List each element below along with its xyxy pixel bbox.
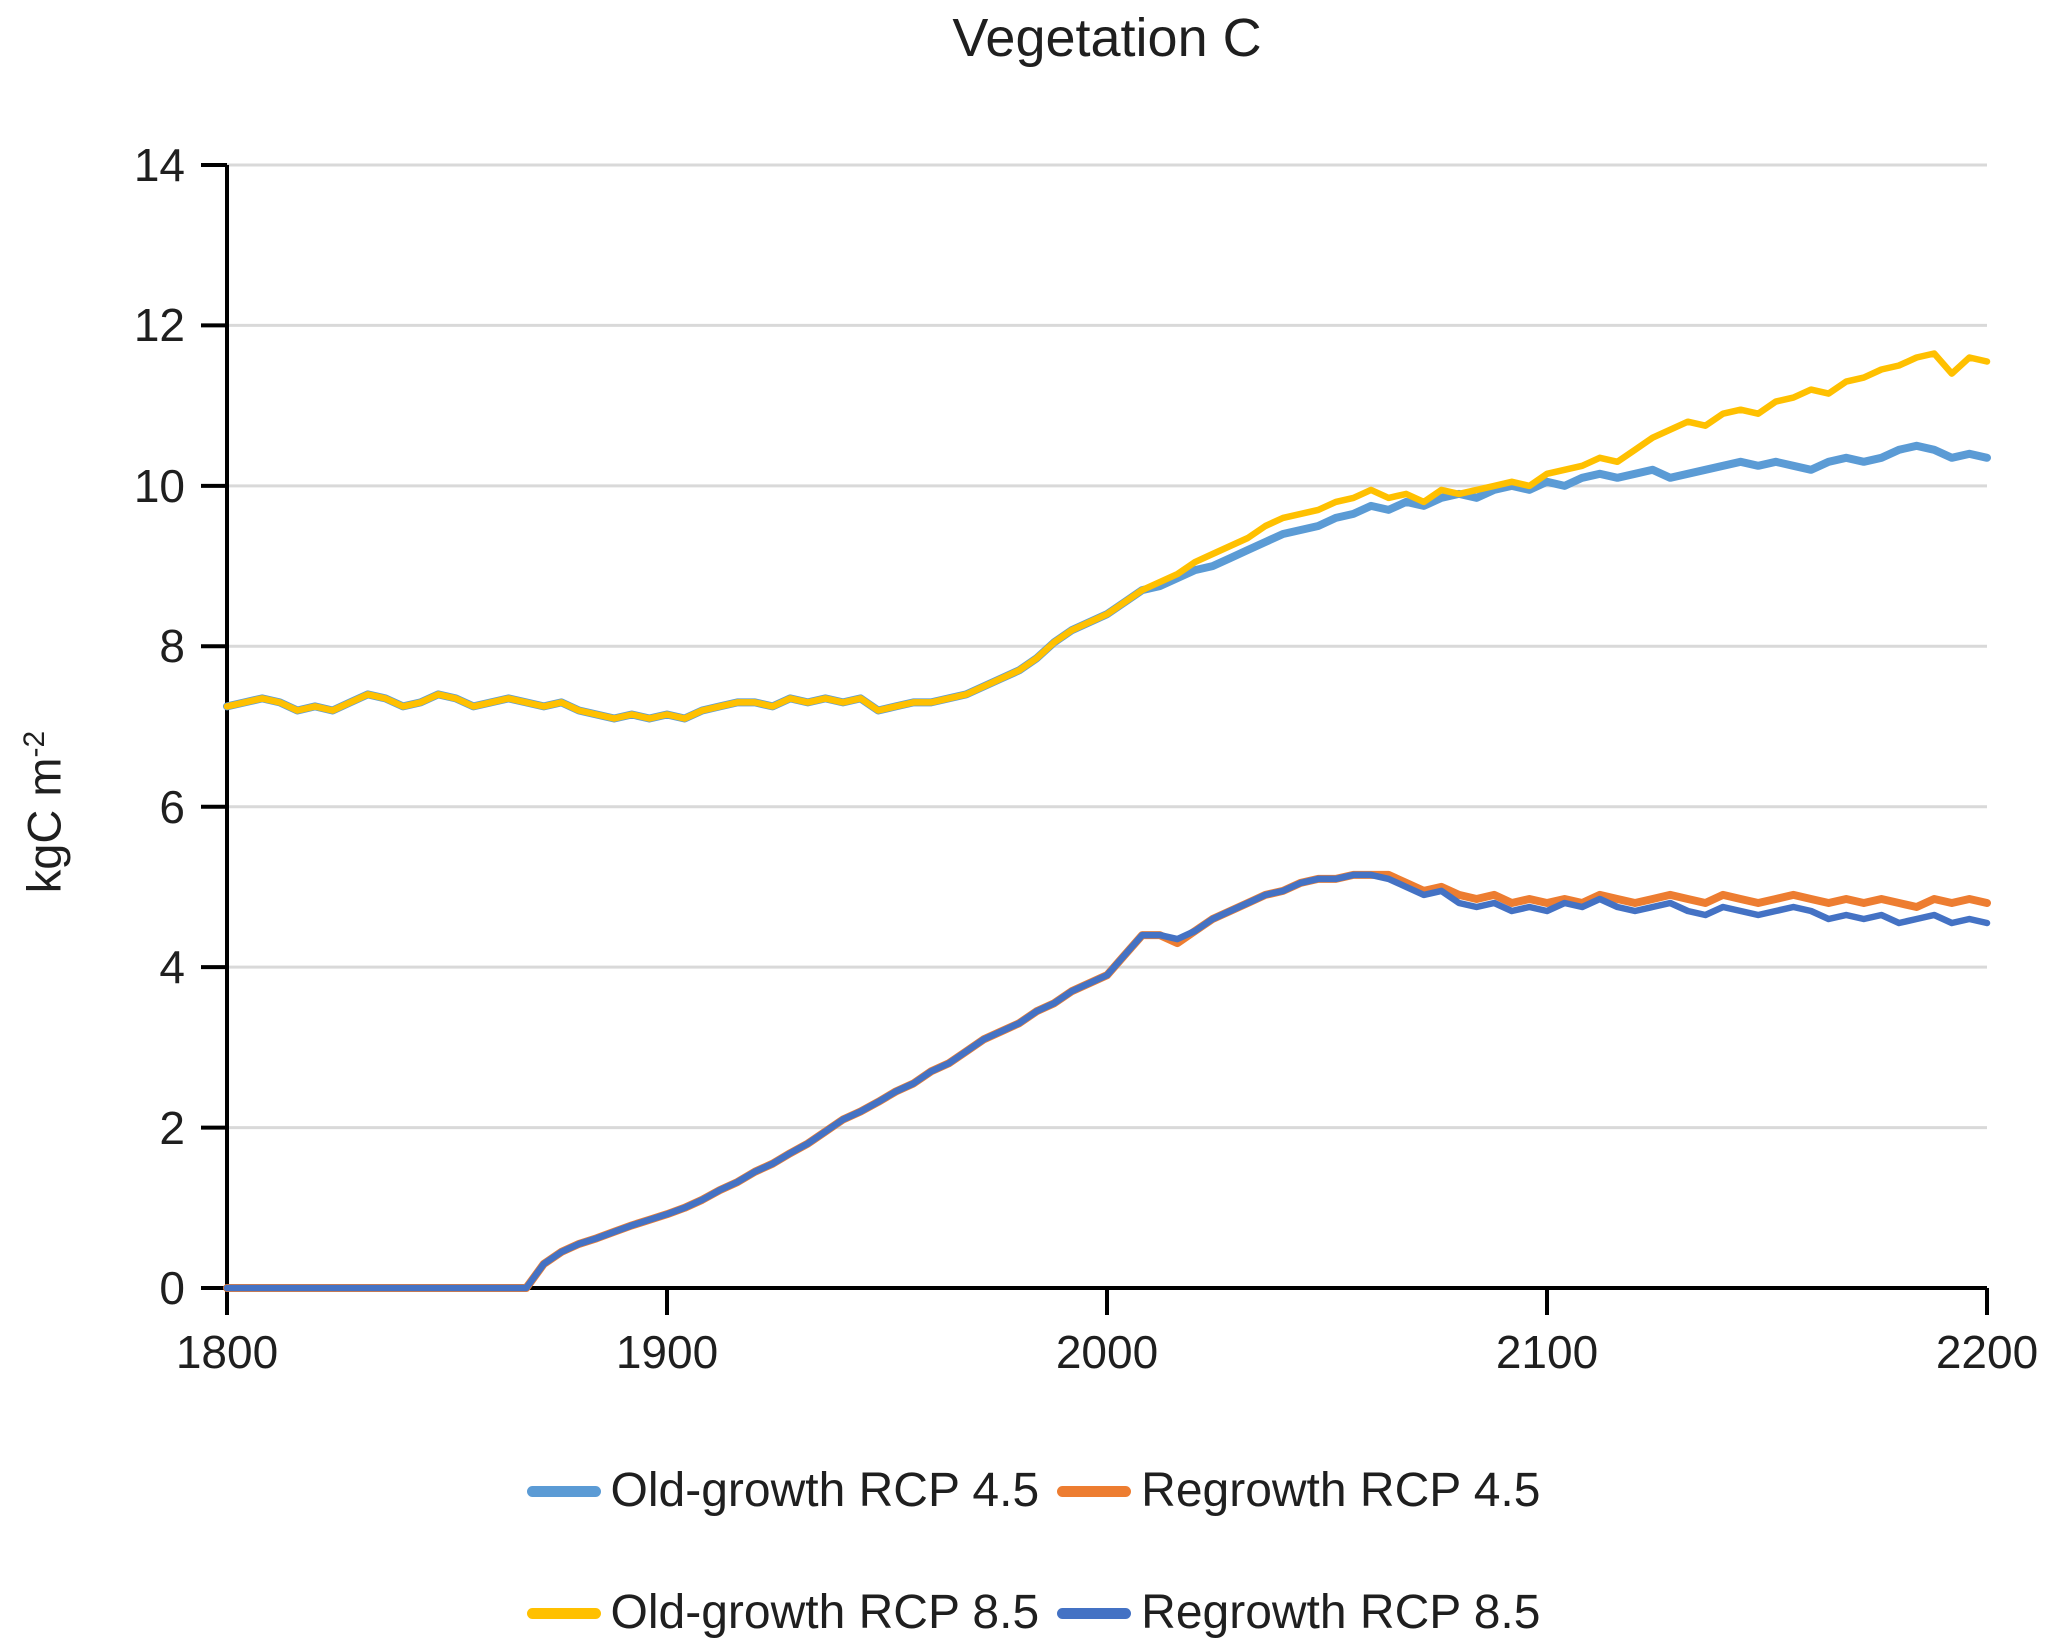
- y-tick-label: 8: [159, 620, 185, 673]
- legend-entry-old-growth-rcp45: Old-growth RCP 4.5: [526, 1462, 1040, 1520]
- legend-label: Regrowth RCP 8.5: [1141, 1586, 1541, 1639]
- legend-swatch-old-growth-rcp45: [526, 1485, 601, 1497]
- x-tick-label: 1800: [175, 1326, 279, 1378]
- series-line-regrowth-rcp-4-5: [223, 870, 1991, 1292]
- x-tick-label: 1900: [615, 1326, 719, 1378]
- legend-entry-old-growth-rcp85: Old-growth RCP 8.5: [526, 1584, 1040, 1639]
- y-tick-label: 0: [159, 1262, 185, 1314]
- legend-swatch-regrowth-rcp45: [1057, 1485, 1132, 1497]
- legend-label: Old-growth RCP 8.5: [610, 1586, 1040, 1639]
- x-tick-label: 2200: [1935, 1326, 2039, 1378]
- legend: Old-growth RCP 4.5 Regrowth RCP 4.5 Old-…: [0, 1462, 2067, 1639]
- legend-swatch-regrowth-rcp85: [1057, 1607, 1132, 1619]
- y-tick-label: 2: [159, 1101, 185, 1154]
- y-tick-label: 14: [133, 139, 185, 191]
- legend-entry-regrowth-rcp45: Regrowth RCP 4.5: [1057, 1462, 1540, 1520]
- legend-label: Old-growth RCP 4.5: [610, 1464, 1040, 1517]
- chart-title: Vegetation C: [952, 8, 1262, 68]
- series-line-old-growth-rcp-8-5: [223, 350, 1991, 722]
- legend-row: Old-growth RCP 8.5 Regrowth RCP 8.5: [0, 1584, 2067, 1639]
- legend-label: Regrowth RCP 4.5: [1141, 1464, 1541, 1517]
- y-tick-label: 10: [133, 459, 185, 512]
- y-tick-label: 6: [159, 780, 185, 833]
- x-tick-label: 2000: [1055, 1326, 1159, 1378]
- x-tick-label: 2100: [1495, 1326, 1599, 1378]
- series-line-regrowth-rcp-8-5: [223, 871, 1991, 1292]
- y-tick-label: 4: [159, 941, 185, 994]
- legend-entry-regrowth-rcp85: Regrowth RCP 8.5: [1057, 1584, 1540, 1639]
- legend-row: Old-growth RCP 4.5 Regrowth RCP 4.5: [0, 1462, 2067, 1520]
- y-tick-label: 12: [133, 299, 185, 352]
- legend-swatch-old-growth-rcp85: [526, 1607, 601, 1619]
